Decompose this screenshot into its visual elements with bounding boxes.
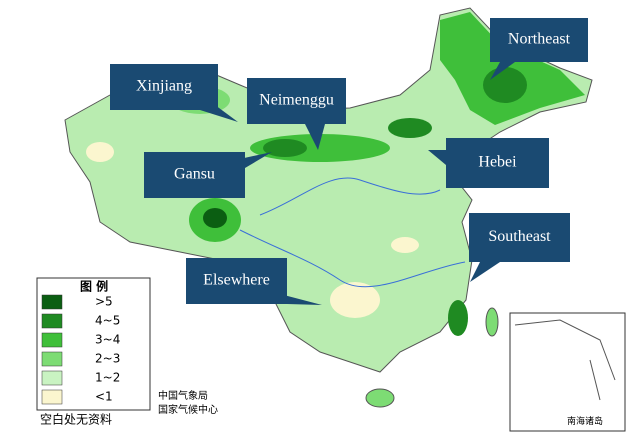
low-region — [330, 282, 380, 318]
legend-label: 2~3 — [95, 352, 120, 366]
callout: Elsewhere — [186, 258, 322, 305]
inset-map: 南海诸岛 — [509, 312, 626, 432]
callout-box — [144, 152, 245, 198]
legend-note: 空白处无资料 — [40, 412, 112, 427]
callout: Hebei — [428, 138, 549, 188]
callouts: Northeast Xinjiang Neimenggu Gansu Hebei Sout… — [110, 18, 588, 305]
callout-pointer — [490, 62, 515, 80]
taiwan — [485, 307, 499, 337]
callout: Gansu — [144, 152, 272, 198]
callout-pointer — [470, 262, 500, 282]
callout-box — [490, 18, 588, 62]
high-region-southeast — [448, 300, 468, 336]
inset-label: 南海诸岛 — [567, 415, 603, 426]
callout: Xinjiang — [110, 64, 238, 122]
legend-label: >5 — [95, 295, 113, 309]
callout-pointer — [428, 150, 446, 165]
callout-label: Southeast — [488, 228, 551, 245]
credit: 中国气象局 — [158, 389, 208, 402]
legend-swatch — [41, 351, 63, 367]
callout: Northeast — [490, 18, 588, 80]
callout-label: Elsewhere — [203, 272, 270, 289]
callout-box — [446, 138, 549, 188]
legend-label: 1~2 — [95, 371, 120, 385]
inset-frame — [509, 312, 626, 432]
callout-label: Neimenggu — [259, 92, 334, 109]
hainan — [365, 388, 395, 408]
callout-box — [186, 258, 287, 304]
high-region-north-core — [263, 139, 307, 157]
legend-swatch — [41, 332, 63, 348]
high-region-north-core — [388, 118, 432, 138]
callout-box — [110, 64, 218, 110]
legend-swatch — [41, 370, 63, 386]
credits: 中国气象局 国家气候中心 — [158, 389, 218, 416]
inset-coast — [514, 319, 616, 401]
callout-pointer — [280, 294, 322, 305]
callout-box — [469, 213, 570, 262]
low-region — [391, 237, 419, 253]
callout-label: Hebei — [478, 154, 517, 171]
legend-swatch — [41, 389, 63, 405]
callout-label: Northeast — [508, 31, 571, 48]
legend-label: 3~4 — [95, 333, 120, 347]
callout-label: Xinjiang — [136, 78, 192, 95]
legend-label: <1 — [95, 390, 113, 404]
credit: 国家气候中心 — [158, 403, 218, 416]
legend-swatch — [41, 294, 63, 310]
callout-box — [247, 78, 346, 124]
legend-label: 4~5 — [95, 314, 120, 328]
low-region — [86, 142, 114, 162]
legend: 图 例 空白处无资料 >5 4~5 3~4 2~3 1~2 <1 — [36, 277, 151, 427]
legend-title: 图 例 — [80, 279, 108, 294]
river — [259, 177, 441, 216]
legend-swatch — [41, 313, 63, 329]
high-region-northeast-core — [483, 67, 527, 103]
callout-label: Gansu — [174, 166, 215, 183]
callout: Neimenggu — [247, 78, 346, 150]
callout: Southeast — [469, 213, 570, 282]
high-region-gansu-core — [203, 208, 227, 228]
callout-pointer — [305, 124, 325, 150]
river — [239, 229, 466, 288]
